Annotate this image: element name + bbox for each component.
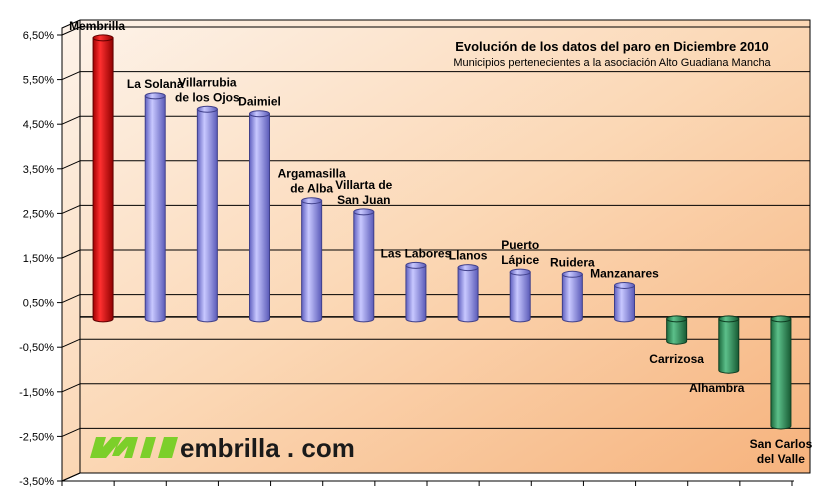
bar-label: Puerto Lápice [501,238,539,267]
y-tick-label: 5,50% [23,75,54,87]
bar-label: Villarrubia de los Ojos [175,75,240,104]
chart-title: Evolución de los datos del paro en Dicie… [455,39,769,54]
bar-label: Argamasilla de Alba [278,167,346,196]
gridline-depth [61,472,81,482]
bar [249,110,270,323]
bar-label: Alhambra [689,381,745,395]
bar [353,208,375,323]
chart-subtitle: Municipios pertenecientes a la asociació… [453,57,771,69]
y-tick-label: -1,50% [19,387,54,399]
bar [144,92,166,323]
bar-label: Manzanares [590,266,659,280]
bar [718,315,740,374]
bar-label: Carrizosa [649,352,704,366]
bar-label: Las Labores [381,246,452,260]
bar-label: La Solana [127,77,184,91]
x-axis-ticks [61,481,793,486]
y-tick-label: 3,50% [23,164,54,176]
bar [92,34,114,323]
bar [666,315,688,345]
y-tick-label: 2,50% [23,208,54,220]
gridline-depth [61,160,81,170]
gridline-depth [61,71,81,81]
bar-label: Ruidera [550,255,595,269]
y-tick-label: -3,50% [19,476,54,488]
bar [561,270,583,323]
bar-label: Llanos [449,249,488,263]
bars [92,34,792,430]
y-tick-label: 6,50% [23,30,54,42]
bar-label: San Carlos del Valle [750,437,813,466]
gridline-depth [61,427,81,437]
gridline-depth [61,204,81,214]
gridline-depth [61,294,81,304]
y-axis-ticks: 6,50% 5,50% 4,50% 3,50% 2,50% 1,50% 0,50% -0,50… [19,30,794,488]
gridline-depth [61,338,81,348]
bar [405,261,427,323]
bar-label: Villarta de San Juan [335,178,392,207]
bar [196,105,218,323]
site-logo: embrilla . com [90,433,355,463]
y-tick-label: -2,50% [19,431,54,443]
y-tick-label: 1,50% [23,253,54,265]
logo-m-icon [90,437,178,458]
bar [509,268,531,323]
bar-label: Membrilla [69,19,125,33]
bar [301,197,323,323]
y-tick-label: 4,50% [23,119,54,131]
gridline-depth [61,249,81,259]
bar-label: Daimiel [238,95,281,109]
logo-text: embrilla . com [180,433,355,463]
bar [770,315,792,430]
bar [614,281,635,323]
gridline-depth [61,115,81,125]
gridline-depth [61,383,81,393]
gridline-depth [61,26,81,36]
y-tick-label: 0,50% [23,298,54,310]
y-tick-label: -0,50% [19,342,54,354]
bar [457,264,479,323]
